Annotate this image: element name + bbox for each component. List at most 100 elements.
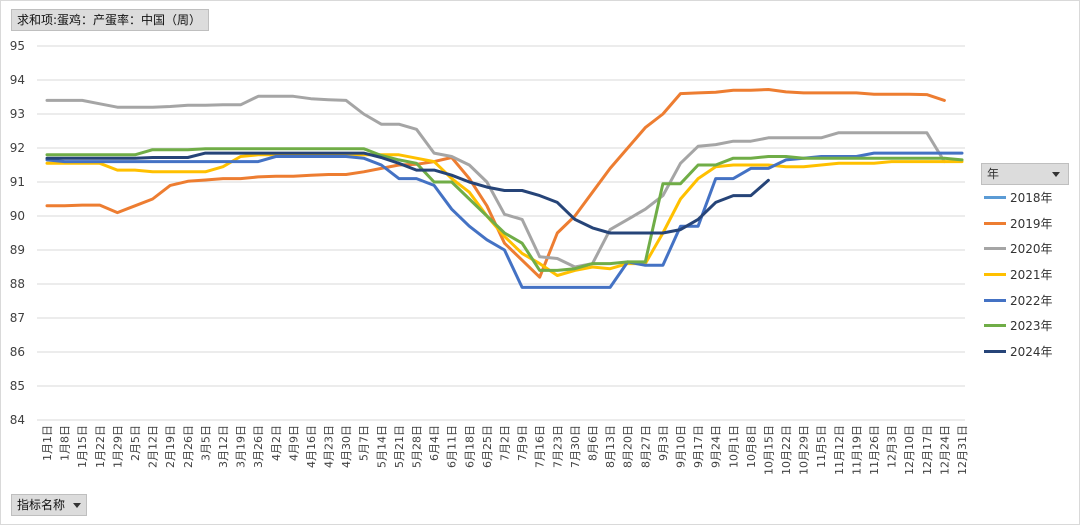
x-tick-label: 1月8日 (59, 425, 72, 461)
y-tick-label: 90 (10, 209, 25, 223)
x-tick-label: 7月23日 (551, 425, 564, 468)
x-tick-label: 12月17日 (921, 425, 934, 475)
y-tick-label: 88 (10, 277, 25, 291)
x-tick-label: 7月16日 (534, 425, 547, 468)
x-tick-label: 5月14日 (375, 425, 388, 468)
legend-swatch (984, 324, 1006, 328)
x-tick-label: 7月30日 (569, 425, 582, 468)
x-tick-label: 5月7日 (358, 425, 371, 461)
x-tick-label: 3月12日 (217, 425, 230, 468)
x-tick-label: 3月19日 (235, 425, 248, 468)
legend-item: 2023年 (981, 313, 1069, 339)
x-tick-label: 11月19日 (850, 425, 863, 475)
y-tick-label: 85 (10, 379, 25, 393)
x-tick-label: 2月26日 (182, 425, 195, 468)
x-tick-label: 1月29日 (111, 425, 124, 468)
series-line (45, 88, 946, 279)
legend-label: 2024年 (1010, 344, 1053, 359)
x-tick-label: 8月27日 (639, 425, 652, 468)
legend-swatch (984, 349, 1006, 353)
y-tick-label: 91 (10, 175, 25, 189)
x-tick-label: 9月24日 (710, 425, 723, 468)
pivot-row-field-button[interactable]: 指标名称 (11, 494, 88, 516)
y-tick-label: 84 (10, 413, 25, 427)
legend-swatch (984, 221, 1006, 225)
x-tick-label: 7月9日 (516, 425, 529, 461)
x-tick-label: 9月3日 (657, 425, 670, 461)
x-tick-label: 4月30日 (340, 425, 353, 468)
x-tick-label: 10月8日 (745, 425, 758, 468)
x-tick-label: 12月3日 (886, 425, 899, 468)
y-tick-label: 95 (10, 39, 25, 53)
legend-item: 2019年 (981, 211, 1069, 237)
legend-label: 2022年 (1010, 293, 1053, 308)
legend-swatch (984, 247, 1006, 251)
x-tick-label: 4月9日 (287, 425, 300, 461)
legend-label: 2018年 (1010, 191, 1053, 206)
x-tick-label: 1月22日 (94, 425, 107, 468)
legend-filter-button[interactable]: 年 (981, 163, 1069, 185)
x-tick-label: 9月10日 (674, 425, 687, 468)
y-tick-label: 89 (10, 243, 25, 257)
legend-label: 2023年 (1010, 319, 1053, 334)
legend-label: 2020年 (1010, 242, 1053, 257)
legend-item: 2020年 (981, 236, 1069, 262)
pivot-value-field-label: 求和项:蛋鸡：产蛋率：中国（周） (17, 13, 202, 27)
y-tick-label: 87 (10, 311, 25, 325)
x-tick-label: 11月12日 (833, 425, 846, 475)
x-tick-label: 10月15日 (762, 425, 775, 475)
x-tick-label: 1月1日 (41, 425, 54, 461)
x-tick-label: 1月15日 (76, 425, 89, 468)
x-tick-label: 6月11日 (446, 425, 459, 468)
x-tick-label: 3月5日 (199, 425, 212, 461)
y-tick-label: 92 (10, 141, 25, 155)
series-line (45, 151, 770, 235)
x-tick-label: 10月1日 (727, 425, 740, 468)
x-tick-label: 2月19日 (164, 425, 177, 468)
x-tick-label: 2月12日 (147, 425, 160, 468)
x-tick-label: 7月2日 (499, 425, 512, 461)
legend-swatch (984, 196, 1006, 200)
x-tick-label: 12月24日 (938, 425, 951, 475)
legend-item: 2021年 (981, 262, 1069, 288)
pivot-row-field-label: 指标名称 (17, 498, 66, 512)
chevron-down-icon (73, 503, 82, 508)
x-tick-label: 5月28日 (411, 425, 424, 468)
x-tick-label: 2月5日 (129, 425, 142, 461)
series-line (45, 153, 964, 277)
legend-label: 2021年 (1010, 268, 1053, 283)
legend-item: 2022年 (981, 287, 1069, 313)
x-tick-label: 6月25日 (481, 425, 494, 468)
legend: 年 2018年 2019年 2020年 2021年 2022年 2023年 2024年 (981, 163, 1069, 364)
x-tick-label: 6月4日 (428, 425, 441, 461)
x-tick-label: 4月2日 (270, 425, 283, 461)
legend-swatch (984, 298, 1006, 302)
x-tick-label: 8月20日 (622, 425, 635, 468)
legend-label: 2019年 (1010, 216, 1053, 231)
legend-item: 2024年 (981, 339, 1069, 365)
x-tick-label: 10月29日 (798, 425, 811, 475)
legend-item: 2018年 (981, 185, 1069, 211)
x-tick-label: 8月13日 (604, 425, 617, 468)
y-tick-label: 94 (10, 73, 25, 87)
x-tick-label: 12月31日 (956, 425, 969, 475)
series-line (45, 147, 964, 272)
x-tick-label: 6月18日 (463, 425, 476, 468)
x-tick-label: 4月16日 (305, 425, 318, 468)
x-tick-label: 8月6日 (586, 425, 599, 461)
chevron-down-icon (1052, 172, 1060, 177)
x-tick-label: 5月21日 (393, 425, 406, 468)
x-tick-label: 11月26日 (868, 425, 881, 475)
y-tick-label: 86 (10, 345, 25, 359)
y-tick-label: 93 (10, 107, 25, 121)
x-tick-label: 11月5日 (815, 425, 828, 468)
x-tick-label: 4月23日 (323, 425, 336, 468)
legend-swatch (984, 273, 1006, 277)
x-tick-label: 3月26日 (252, 425, 265, 468)
x-tick-label: 9月17日 (692, 425, 705, 468)
legend-title: 年 (987, 167, 1000, 181)
x-tick-label: 10月22日 (780, 425, 793, 475)
pivot-value-field-button[interactable]: 求和项:蛋鸡：产蛋率：中国（周） (11, 9, 209, 31)
x-tick-label: 12月10日 (903, 425, 916, 475)
